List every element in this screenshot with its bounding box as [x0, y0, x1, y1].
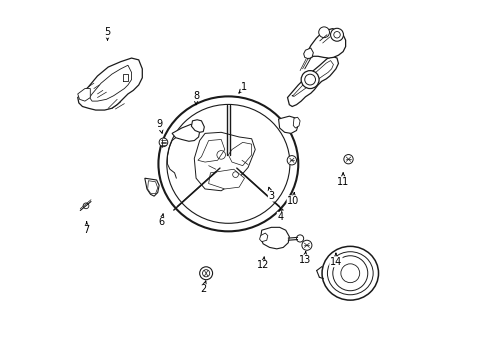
Polygon shape: [259, 233, 267, 242]
Polygon shape: [144, 178, 159, 196]
Text: 4: 4: [277, 209, 283, 222]
Circle shape: [286, 156, 296, 165]
Polygon shape: [306, 29, 345, 58]
Text: 5: 5: [104, 27, 110, 41]
Ellipse shape: [322, 246, 378, 300]
Polygon shape: [191, 120, 204, 132]
Text: 7: 7: [83, 222, 90, 235]
Polygon shape: [208, 169, 244, 189]
Polygon shape: [293, 117, 300, 128]
Circle shape: [343, 154, 352, 164]
Circle shape: [304, 74, 315, 85]
Text: 2: 2: [200, 281, 206, 294]
Circle shape: [159, 138, 167, 147]
Circle shape: [332, 256, 367, 291]
Text: 6: 6: [158, 214, 164, 227]
Polygon shape: [78, 58, 142, 110]
Circle shape: [199, 267, 212, 280]
Polygon shape: [78, 89, 90, 101]
Polygon shape: [228, 142, 251, 166]
Polygon shape: [198, 139, 224, 162]
Circle shape: [333, 32, 340, 38]
Text: 3: 3: [267, 187, 274, 201]
Polygon shape: [147, 181, 158, 194]
Circle shape: [202, 270, 209, 277]
Text: 10: 10: [286, 192, 299, 206]
Ellipse shape: [158, 96, 298, 231]
Polygon shape: [278, 116, 298, 134]
Text: 11: 11: [336, 173, 348, 187]
Ellipse shape: [327, 252, 372, 295]
Polygon shape: [89, 65, 131, 101]
Circle shape: [340, 264, 359, 283]
Circle shape: [318, 27, 329, 38]
Polygon shape: [291, 60, 333, 96]
Ellipse shape: [166, 104, 289, 223]
Text: 14: 14: [329, 253, 342, 267]
Circle shape: [330, 28, 343, 41]
Text: 1: 1: [239, 82, 247, 93]
Polygon shape: [194, 132, 255, 191]
Polygon shape: [287, 56, 338, 107]
Circle shape: [301, 240, 311, 250]
Text: 9: 9: [157, 120, 163, 133]
Polygon shape: [303, 48, 313, 59]
Text: 13: 13: [298, 252, 310, 265]
Polygon shape: [260, 227, 289, 249]
Text: 12: 12: [256, 257, 269, 270]
Polygon shape: [172, 125, 199, 141]
Circle shape: [296, 235, 303, 242]
Circle shape: [301, 71, 319, 89]
Text: 8: 8: [193, 91, 199, 104]
